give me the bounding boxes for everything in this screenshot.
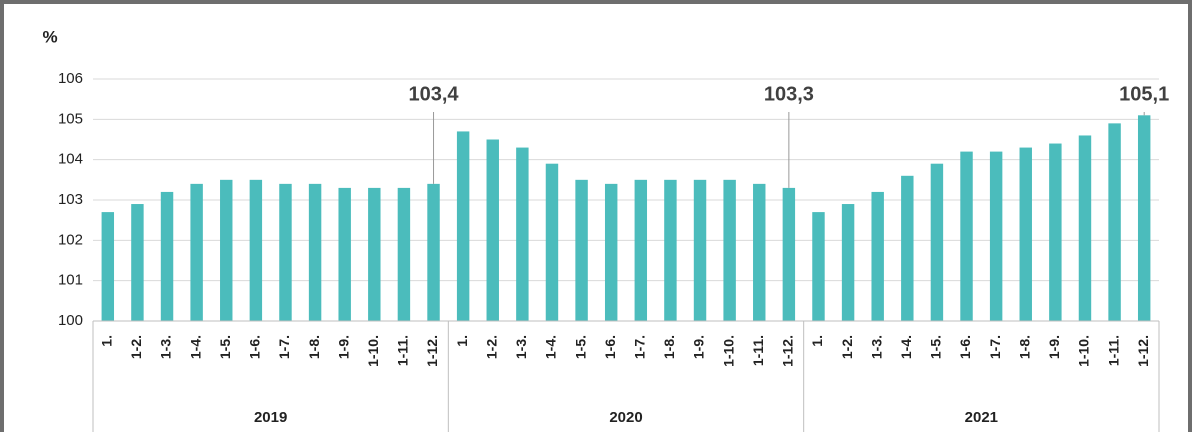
bar	[427, 183, 440, 321]
group-label: 2021	[965, 409, 998, 426]
x-tick-label: 1-5.	[572, 335, 588, 359]
group-label: 2019	[254, 409, 287, 426]
bar	[1049, 143, 1062, 321]
x-tick-label: 1-3.	[513, 335, 529, 359]
x-tick-label: 1-10.	[1076, 335, 1092, 367]
x-tick-label: 1-12.	[424, 335, 440, 367]
bar	[190, 183, 203, 321]
bar	[871, 191, 884, 321]
x-tick-label: 1-10.	[365, 335, 381, 367]
x-tick-label: 1-8.	[661, 335, 677, 359]
x-tick-label: 1-8.	[1016, 335, 1032, 359]
x-tick-label: 1-10.	[720, 335, 736, 367]
bar	[516, 147, 529, 321]
y-tick-label: 101	[58, 272, 83, 289]
x-tick-label: 1-6.	[247, 335, 263, 359]
x-tick-label: 1-7.	[987, 335, 1003, 359]
bar	[308, 183, 322, 321]
y-tick-label: 106	[58, 70, 83, 87]
x-tick-label: 1-3.	[158, 335, 174, 359]
bar	[989, 151, 1003, 321]
bar	[960, 151, 973, 321]
x-tick-label: 1-4.	[898, 335, 914, 359]
bar	[368, 187, 381, 321]
bar	[841, 204, 855, 321]
bar	[901, 175, 914, 321]
x-tick-label: 1-11.	[395, 335, 411, 366]
data-label: 105,1	[1119, 83, 1169, 105]
x-tick-label: 1-2.	[839, 335, 855, 359]
x-tick-label: 1-5.	[928, 335, 944, 359]
x-tick-label: 1-4.	[187, 335, 203, 359]
x-tick-label: 1-8.	[306, 335, 322, 359]
y-axis-label: %	[42, 27, 57, 46]
x-tick-label: 1-9.	[335, 335, 351, 359]
x-tick-label: 1-2.	[128, 335, 144, 359]
bar	[249, 179, 263, 321]
x-tick-label: 1.	[99, 335, 115, 347]
bar	[1078, 135, 1092, 321]
bar	[753, 183, 766, 321]
x-tick-label: 1-12.	[1135, 335, 1151, 367]
x-tick-label: 1-9.	[1046, 335, 1062, 359]
y-tick-label: 103	[58, 191, 83, 208]
bar	[220, 179, 233, 321]
bar	[782, 187, 796, 321]
x-tick-label: 1-5.	[217, 335, 233, 359]
bar	[101, 212, 115, 321]
y-tick-label: 100	[58, 312, 83, 329]
bar	[338, 187, 351, 321]
x-tick-label: 1-12.	[780, 335, 796, 367]
data-label: 103,3	[764, 83, 814, 105]
y-tick-label: 102	[58, 231, 83, 248]
bar	[131, 204, 144, 321]
bar	[1019, 147, 1032, 321]
x-tick-label: 1-11.	[1105, 335, 1121, 366]
bar	[604, 183, 618, 321]
x-tick-label: 1-7.	[632, 335, 648, 359]
y-tick-label: 105	[58, 110, 83, 127]
group-label: 2020	[609, 409, 642, 426]
bar	[575, 179, 588, 321]
bar	[664, 179, 677, 321]
x-tick-label: 1-4.	[543, 335, 559, 359]
x-tick-label: 1-3.	[868, 335, 884, 359]
x-tick-label: 1.	[809, 335, 825, 347]
data-label: 103,4	[408, 83, 459, 105]
bar	[456, 131, 470, 321]
bar	[1137, 115, 1151, 321]
bar	[160, 191, 174, 321]
y-tick-label: 104	[58, 151, 83, 168]
bar	[545, 163, 559, 321]
bar	[693, 179, 707, 321]
bar	[930, 163, 944, 321]
bar	[486, 139, 499, 321]
bar	[397, 187, 411, 321]
x-tick-label: 1-9.	[691, 335, 707, 359]
x-tick-label: 1-11.	[750, 335, 766, 366]
x-tick-label: 1-6.	[602, 335, 618, 359]
bar	[812, 212, 825, 321]
x-tick-label: 1-2.	[483, 335, 499, 359]
bar	[279, 183, 292, 321]
bar	[634, 179, 648, 321]
bar	[723, 179, 736, 321]
x-tick-label: 1-7.	[276, 335, 292, 359]
bar	[1108, 123, 1121, 321]
x-tick-label: 1-6.	[957, 335, 973, 359]
x-tick-label: 1.	[454, 335, 470, 347]
